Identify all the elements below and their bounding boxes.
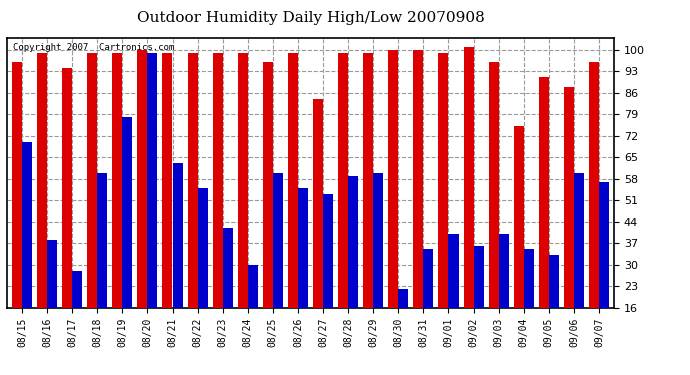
Bar [448, 234, 459, 308]
Bar [424, 249, 433, 308]
Bar [97, 172, 107, 308]
Bar [263, 62, 273, 308]
Bar [473, 246, 484, 308]
Bar [72, 271, 82, 308]
Bar [238, 53, 248, 307]
Bar [388, 50, 398, 308]
Bar [47, 240, 57, 308]
Bar [148, 53, 157, 307]
Bar [37, 53, 47, 307]
Bar [22, 142, 32, 308]
Bar [273, 172, 283, 308]
Bar [112, 53, 122, 307]
Bar [398, 289, 408, 308]
Bar [464, 47, 473, 308]
Bar [489, 62, 499, 308]
Bar [413, 50, 424, 308]
Bar [599, 182, 609, 308]
Bar [137, 50, 148, 308]
Bar [188, 53, 197, 307]
Bar [223, 228, 233, 308]
Bar [62, 68, 72, 308]
Bar [438, 53, 449, 307]
Bar [524, 249, 534, 308]
Bar [248, 264, 258, 308]
Bar [162, 53, 172, 307]
Bar [122, 117, 132, 308]
Bar [313, 99, 323, 308]
Text: Outdoor Humidity Daily High/Low 20070908: Outdoor Humidity Daily High/Low 20070908 [137, 11, 484, 25]
Bar [514, 126, 524, 308]
Bar [12, 62, 22, 308]
Bar [574, 172, 584, 308]
Bar [323, 194, 333, 308]
Bar [298, 188, 308, 308]
Bar [564, 87, 574, 308]
Bar [499, 234, 509, 308]
Bar [589, 62, 599, 308]
Bar [373, 172, 383, 308]
Bar [197, 188, 208, 308]
Bar [363, 53, 373, 307]
Bar [213, 53, 223, 307]
Bar [87, 53, 97, 307]
Text: Copyright 2007  Cartronics.com: Copyright 2007 Cartronics.com [13, 43, 174, 52]
Bar [338, 53, 348, 307]
Bar [288, 53, 298, 307]
Bar [539, 77, 549, 308]
Bar [348, 176, 358, 308]
Bar [549, 255, 559, 308]
Bar [172, 163, 183, 308]
